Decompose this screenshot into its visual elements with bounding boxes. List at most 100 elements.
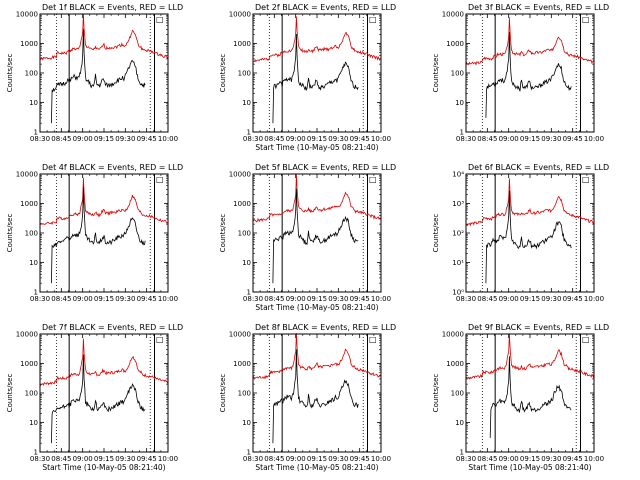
x-tick-label: 09:45: [137, 135, 157, 143]
y-tick-label: 1: [247, 289, 251, 297]
y-axis-label: Counts/sec: [219, 214, 227, 253]
y-tick-label: 10000: [229, 331, 251, 339]
legend-box-icon: □: [369, 15, 377, 24]
x-tick-label: 08:30: [30, 135, 50, 143]
x-tick-label: 09:45: [350, 455, 370, 463]
x-tick-label: 08:30: [456, 295, 476, 303]
y-tick-label: 10: [455, 99, 464, 107]
x-tick-label: 09:45: [563, 455, 583, 463]
x-tick-label: 09:00: [73, 295, 93, 303]
plot-frame: [39, 333, 169, 453]
lld-series-line: [465, 178, 595, 227]
x-tick-label: 09:15: [520, 455, 540, 463]
panel-6: Det 6f BLACK = Events, RED = LLD Counts/s…: [432, 163, 609, 303]
x-tick-label: 09:15: [520, 295, 540, 303]
y-tick-label: 1000: [20, 200, 38, 208]
y-tick-label: 1: [460, 129, 464, 137]
y-tick-label: 10000: [229, 171, 251, 179]
y-tick-label: 1: [34, 129, 38, 137]
y-tick-label: 1000: [20, 40, 38, 48]
legend-box-icon: □: [582, 15, 590, 24]
x-tick-label: 09:30: [328, 135, 348, 143]
x-tick-label: 09:00: [73, 135, 93, 143]
lld-series-line: [465, 17, 595, 66]
x-tick-label: 10:00: [584, 455, 604, 463]
panel-3: Det 3f BLACK = Events, RED = LLD Counts/s…: [432, 3, 609, 143]
y-tick-label: 1000: [233, 360, 251, 368]
x-tick-label: 09:15: [94, 295, 114, 303]
x-tick-label: 09:30: [115, 455, 135, 463]
y-tick-label: 10: [242, 419, 251, 427]
y-tick-label: 100: [451, 390, 464, 398]
y-tick-label: 10¹: [452, 259, 464, 267]
panel-5: Det 5f BLACK = Events, RED = LLD Counts/s…: [219, 163, 396, 312]
plot-frame: [39, 173, 169, 293]
panel-2: Det 2f BLACK = Events, RED = LLD Counts/s…: [219, 3, 396, 152]
y-axis-label: Counts/sec: [219, 374, 227, 413]
x-tick-label: 09:15: [94, 135, 114, 143]
plot-frame: [465, 173, 595, 293]
y-tick-label: 1000: [446, 40, 464, 48]
x-axis-label: Start Time (10-May-05 08:21:40): [255, 463, 378, 472]
x-tick-label: 10:00: [371, 135, 391, 143]
y-tick-label: 10: [242, 99, 251, 107]
x-tick-label: 10:00: [158, 455, 178, 463]
x-tick-label: 09:00: [286, 135, 306, 143]
x-tick-label: 09:00: [499, 135, 519, 143]
lld-series-line: [252, 174, 382, 223]
plot-frame: [465, 13, 595, 133]
events-series-line: [485, 31, 572, 118]
legend-box-icon: □: [156, 15, 164, 24]
x-tick-label: 08:45: [264, 135, 284, 143]
y-tick-label: 10000: [16, 11, 38, 19]
y-axis-label: Counts/sec: [432, 54, 440, 93]
x-tick-label: 09:00: [286, 455, 306, 463]
panel-8: Det 8f BLACK = Events, RED = LLD Counts/s…: [219, 323, 396, 472]
events-series-line: [485, 190, 572, 284]
x-tick-label: 09:45: [137, 455, 157, 463]
x-tick-label: 08:30: [30, 455, 50, 463]
x-tick-label: 08:45: [51, 455, 71, 463]
y-tick-label: 100: [25, 390, 38, 398]
y-tick-label: 10: [455, 419, 464, 427]
x-tick-label: 08:30: [456, 455, 476, 463]
plot-frame: [465, 333, 595, 453]
y-tick-label: 10: [242, 259, 251, 267]
x-tick-label: 09:00: [73, 455, 93, 463]
x-tick-label: 09:15: [94, 455, 114, 463]
y-tick-label: 1: [247, 449, 251, 457]
x-tick-label: 09:45: [563, 295, 583, 303]
y-axis-label: Counts/sec: [432, 214, 440, 253]
y-tick-label: 100: [25, 230, 38, 238]
x-tick-label: 09:15: [307, 295, 327, 303]
y-axis-label: Counts/sec: [432, 374, 440, 413]
x-tick-label: 08:30: [243, 135, 263, 143]
y-tick-label: 1: [34, 449, 38, 457]
y-tick-label: 10⁰: [452, 289, 464, 297]
panel-9: Det 9f BLACK = Events, RED = LLD Counts/s…: [432, 323, 609, 472]
x-axis-label: Start Time (10-May-05 08:21:40): [42, 463, 165, 472]
panel-title: Det 2f BLACK = Events, RED = LLD: [255, 3, 396, 12]
panel-4: Det 4f BLACK = Events, RED = LLD Counts/s…: [6, 163, 183, 303]
y-tick-label: 1000: [233, 200, 251, 208]
lld-series-line: [39, 14, 169, 61]
x-tick-label: 09:30: [328, 295, 348, 303]
x-tick-label: 09:45: [350, 135, 370, 143]
x-tick-label: 09:30: [541, 295, 561, 303]
x-tick-label: 09:30: [115, 135, 135, 143]
y-tick-label: 10: [29, 259, 38, 267]
y-tick-label: 100: [238, 390, 251, 398]
lld-series-line: [252, 333, 382, 380]
y-tick-label: 1: [34, 289, 38, 297]
y-tick-label: 10000: [16, 171, 38, 179]
x-tick-label: 10:00: [158, 295, 178, 303]
panel-title: Det 1f BLACK = Events, RED = LLD: [42, 3, 183, 12]
events-series-line: [51, 28, 146, 124]
x-tick-label: 08:45: [264, 295, 284, 303]
legend-box-icon: □: [156, 335, 164, 344]
x-tick-label: 08:30: [456, 135, 476, 143]
plot-frame: [39, 13, 169, 133]
x-tick-label: 09:00: [499, 295, 519, 303]
x-tick-label: 09:30: [328, 455, 348, 463]
y-tick-label: 10³: [452, 200, 464, 208]
